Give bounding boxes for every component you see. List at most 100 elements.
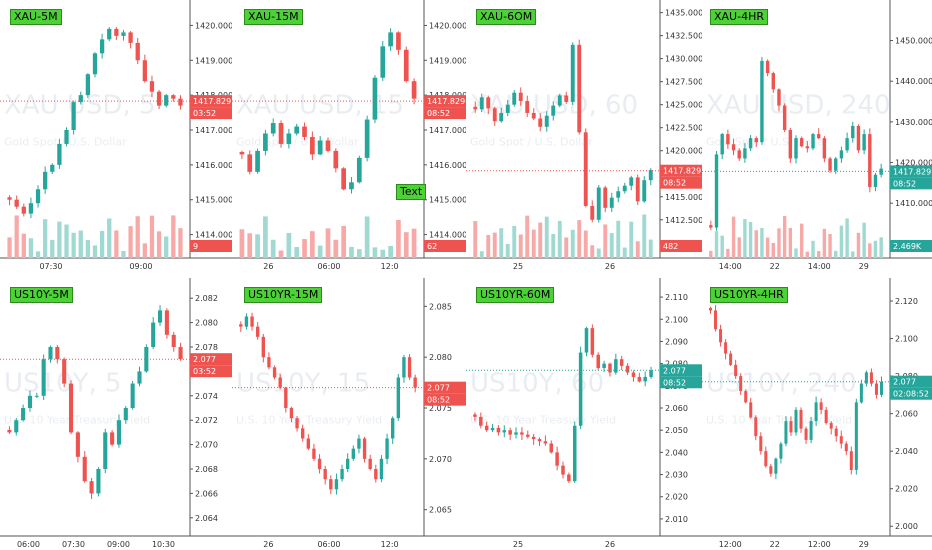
price-tag (424, 381, 466, 394)
candle (828, 156, 832, 173)
volume-bar (78, 230, 83, 258)
volume-bar (754, 230, 758, 258)
candle (278, 373, 282, 390)
candle (310, 131, 315, 160)
x-tick-label: 26 (605, 540, 615, 549)
candle (596, 352, 600, 371)
candle (619, 355, 624, 371)
candle (577, 39, 582, 135)
volume-bar (525, 215, 530, 258)
candle (357, 434, 361, 454)
candle (879, 163, 883, 178)
volume-bar (737, 237, 741, 258)
candle (551, 101, 556, 121)
candle (135, 37, 140, 65)
panel-label: US10YR-15M (244, 287, 323, 303)
candle (21, 404, 26, 422)
chart-panel-us10yr-60m[interactable]: US10Y, 60 U.S. 10 Year Treasury Yield 2.11… (466, 278, 702, 550)
chart-panel-us10y-5m[interactable]: US10Y, 5 U.S. 10 Year Treasury Yield 2.082… (0, 278, 232, 550)
candle (128, 31, 133, 49)
candle (317, 136, 323, 156)
candle (819, 398, 823, 415)
text-annotation[interactable]: Text (396, 184, 427, 200)
candle (295, 416, 299, 432)
candle (346, 453, 350, 473)
candle (479, 412, 483, 429)
candle (734, 359, 738, 379)
panel-label: US10YR-4HR (710, 287, 788, 303)
chart-panel-xau-4hr[interactable]: XAU USD, 240 Gold Spot / U.S. Dollar 1450.… (702, 0, 932, 272)
candle (312, 443, 316, 462)
candle (130, 381, 135, 410)
volume-bar (349, 246, 354, 258)
candle (804, 426, 808, 445)
candle (306, 434, 310, 451)
watermark-symbol: XAU USD, 240 (706, 91, 891, 121)
chart-panel-us10yr-15m[interactable]: US10Y, 15 U.S. 10 Year Treasury Yield 2.08… (232, 278, 466, 550)
y-tick-label: 1430.000 (895, 118, 932, 127)
y-tick-label: 1430.000 (665, 55, 702, 64)
time-tag-label: 08:52 (663, 179, 686, 188)
volume-bar (21, 233, 26, 258)
candle (720, 133, 724, 160)
candle (142, 54, 147, 83)
candle (92, 52, 98, 78)
y-tick-label: 1432.500 (665, 32, 702, 41)
volume-bar (709, 250, 713, 258)
time-tag (424, 107, 466, 120)
candle (329, 475, 333, 495)
volume-bar (486, 235, 491, 258)
volume-bar (171, 215, 176, 258)
candle (794, 135, 798, 164)
volume-bar (862, 222, 866, 258)
time-tag (890, 177, 932, 190)
y-tick-label: 2.120 (895, 297, 918, 306)
candle (502, 425, 507, 438)
candle (239, 150, 245, 159)
x-tick-label: 12:0 (381, 540, 399, 549)
volume-bar (310, 231, 315, 258)
candle (396, 31, 401, 55)
time-tag-label: 08:52 (427, 396, 450, 405)
volume-bar (388, 245, 393, 258)
y-tick-label: 2.020 (665, 493, 688, 502)
candle (549, 440, 554, 454)
volume-bar (278, 250, 284, 258)
x-tick-label: 07:30 (39, 262, 62, 271)
chart-svg: US10Y, 5U.S. 10 Year Treasury Yield2.082… (0, 278, 232, 549)
volume-bar (149, 215, 155, 258)
x-tick-label: 29 (859, 262, 869, 271)
price-tag (190, 95, 232, 108)
candle (564, 91, 569, 104)
y-tick-label: 2.000 (895, 522, 918, 531)
volume-bar (629, 221, 634, 258)
chart-panel-xau-6om[interactable]: XAU USD, 60 Gold Spot / U.S. Dollar 1435.0… (466, 0, 702, 272)
candle (137, 366, 142, 387)
x-tick-label: 25 (513, 540, 523, 549)
x-tick-label: 29 (859, 540, 869, 549)
candle (411, 78, 417, 105)
candle (584, 326, 589, 357)
volume-bar (492, 232, 497, 258)
chart-panel-xau-5m[interactable]: XAU USD, 5 Gold Spot / U.S. Dollar 1420.00… (0, 0, 232, 272)
candle (851, 121, 855, 143)
y-tick-label: 2.082 (195, 294, 218, 303)
price-tag-label: 1417.829 (427, 97, 465, 106)
volume-bar (85, 240, 91, 258)
y-tick-label: 2.100 (665, 315, 688, 324)
candle (255, 148, 260, 174)
candle (642, 176, 647, 203)
candle (149, 75, 155, 98)
panel-label: US10Y-5M (10, 287, 73, 303)
volume-bar (583, 230, 588, 258)
volume-bar (92, 245, 98, 258)
chart-panel-xau-15m[interactable]: XAU USD, 15 Gold Spot / U.S. Dollar 1420.0… (232, 0, 466, 272)
candle (714, 305, 718, 332)
watermark-subtitle: U.S. 10 Year Treasury Yield (4, 414, 150, 427)
chart-panel-us10yr-4hr[interactable]: US10Y, 240 U.S. 10 Year Treasury Yield 2.1… (702, 278, 932, 550)
volume-bar (286, 232, 292, 258)
candle (709, 306, 713, 314)
candle (811, 133, 815, 151)
volume-bar (564, 237, 569, 258)
y-tick-label: 1420.000 (665, 147, 702, 156)
